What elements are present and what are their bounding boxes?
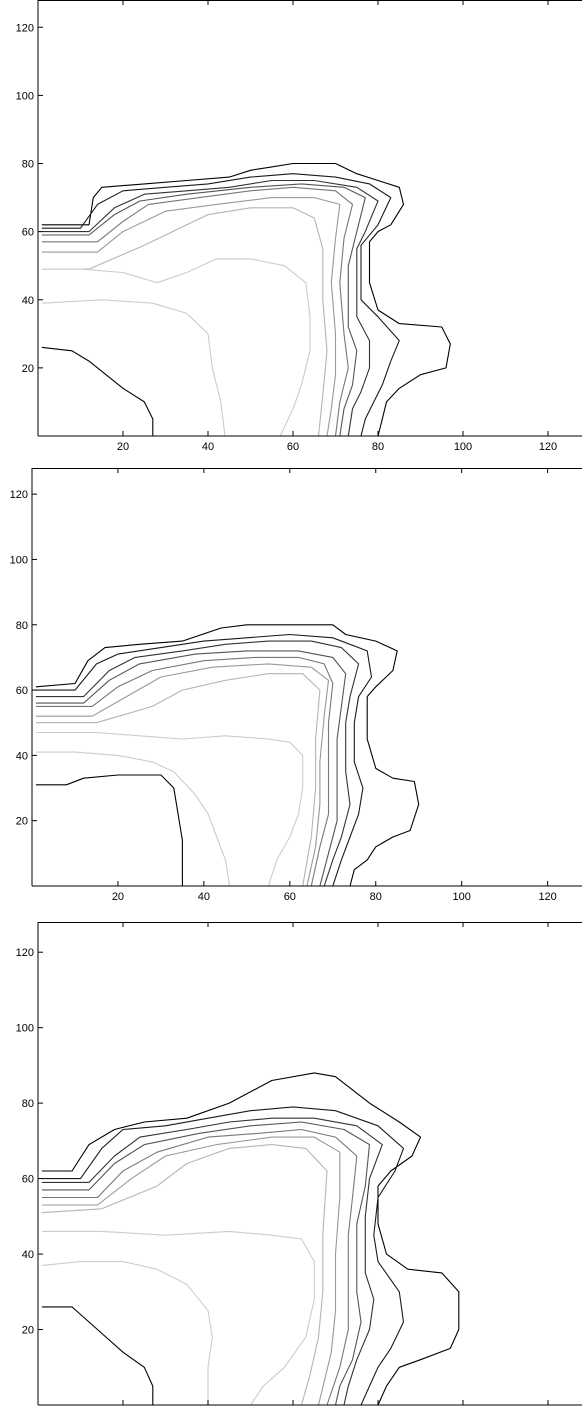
y-tick-label: 80 [22,159,34,171]
contour-line-3-9 [41,1261,213,1406]
contour-line-1-5 [41,186,354,437]
x-tick-label: 20 [117,441,129,453]
contour-line-3-1 [41,1072,460,1406]
y-tick-label: 60 [22,1174,34,1186]
contour-line-3-5 [41,1128,358,1406]
y-tick-label: 100 [10,554,28,566]
contour-line-2-9 [35,751,231,887]
contour-line-1-1 [41,162,451,437]
contour-line-2-8 [35,731,304,887]
x-tick-label: 60 [287,441,299,453]
x-tick-label: 100 [453,891,471,903]
contour-line-2-10 [35,774,183,887]
y-tick-label: 60 [16,685,28,697]
y-tick-label: 120 [16,947,34,959]
y-tick-label: 40 [22,1249,34,1261]
x-tick-label: 20 [112,891,124,903]
contour-line-3-4 [41,1121,371,1406]
y-tick-label: 100 [16,1023,34,1035]
y-tick-label: 20 [22,363,34,375]
contour-line-2-3 [35,640,360,887]
x-tick-label: 120 [539,441,557,453]
contour-line-2-2 [35,633,373,887]
y-tick-label: 120 [16,22,34,34]
contour-line-2-4 [35,650,347,887]
contour-line-3-8 [41,1230,315,1406]
y-tick-label: 80 [16,620,28,632]
contour-line-1-8 [41,299,226,437]
chart-panel-1: 20 40 60 80 100 120 20 40 60 80 100 120 [16,0,582,453]
contour-line-1-4 [41,183,366,437]
x-tick-label: 120 [538,891,556,903]
contour-line-3-3 [41,1117,383,1406]
x-tick-label: 80 [372,441,384,453]
contour-line-1-6 [41,197,341,437]
y-tick-label: 20 [22,1325,34,1337]
contour-line-2-6 [35,663,330,887]
contour-line-1-7 [41,207,328,437]
contour-line-3-2 [41,1106,405,1406]
y-tick-label: 40 [16,750,28,762]
contour-line-3-7 [41,1144,328,1406]
x-tick-label: 80 [370,891,382,903]
contour-line-2-7 [35,673,321,887]
contour-line-1-10 [41,346,154,437]
contour-line-1-2 [41,173,400,437]
x-tick-label: 60 [284,891,296,903]
y-tick-label: 60 [22,227,34,239]
y-tick-label: 120 [10,489,28,501]
contour-line-3-6 [41,1136,341,1406]
x-tick-label: 100 [454,441,472,453]
contour-line-1-3 [41,179,379,437]
x-tick-label: 40 [198,891,210,903]
y-tick-label: 100 [16,90,34,102]
contour-line-1-9 [41,258,311,437]
contour-line-2-5 [35,656,334,887]
x-tick-label: 40 [202,441,214,453]
y-tick-label: 20 [16,816,28,828]
y-tick-label: 80 [22,1098,34,1110]
contour-line-3-10 [41,1306,154,1406]
y-tick-label: 40 [22,295,34,307]
contour-line-2-1 [35,624,420,887]
chart-panel-2: 20 40 60 80 100 120 20 40 60 80 100 120 [10,468,582,903]
